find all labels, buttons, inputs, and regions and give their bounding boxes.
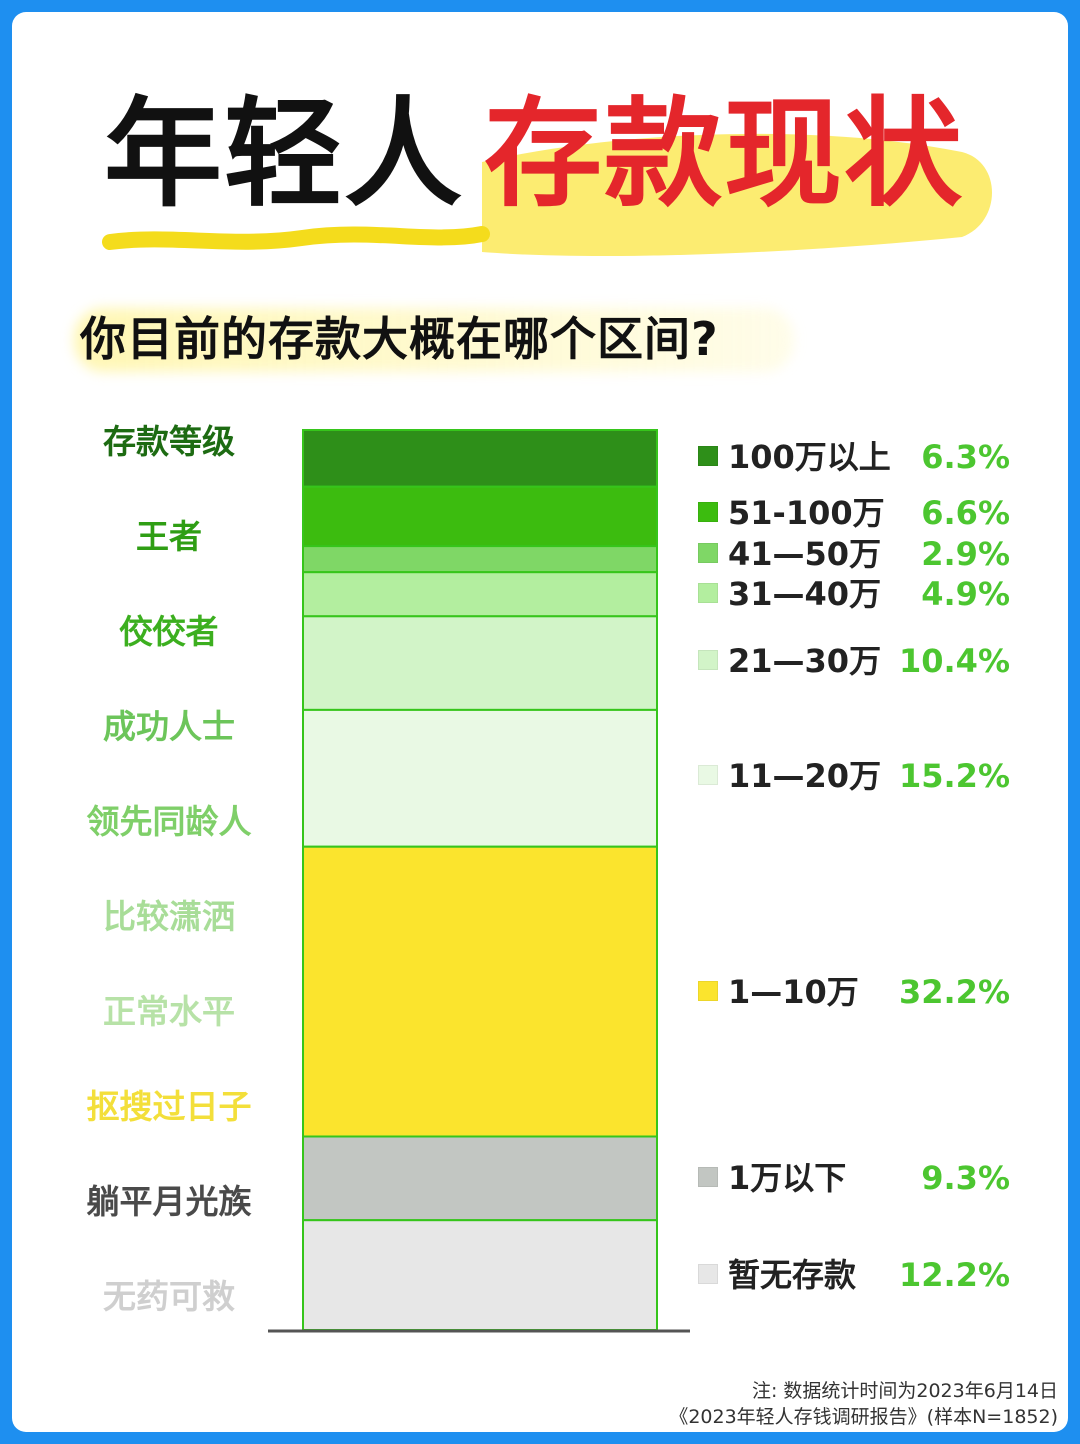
legend-swatch: [698, 543, 718, 563]
legend-item: 暂无存款 12.2%: [698, 1255, 1018, 1295]
bar-segment-9: [302, 1219, 658, 1331]
chart-question: 你目前的存款大概在哪个区间?: [80, 312, 719, 366]
bar-segment-7: [302, 845, 658, 1138]
bar-segment-4: [302, 571, 658, 618]
legend-category: 暂无存款: [728, 1256, 857, 1294]
level-label: 领先同龄人: [86, 802, 252, 841]
level-header: 存款等级: [103, 422, 235, 461]
legend-swatch: [698, 650, 718, 670]
bar-segment-1: [302, 429, 658, 488]
legend-category: 41—50万: [728, 535, 882, 573]
legend-swatch: [698, 1264, 718, 1284]
legend-percent: 12.2%: [898, 1256, 1010, 1294]
legend-category: 100万以上: [728, 438, 891, 476]
legend-percent: 6.6%: [921, 494, 1010, 532]
legend-category: 1—10万: [728, 973, 859, 1011]
legend-item: 100万以上 6.3%: [698, 437, 1018, 477]
legend-category: 1万以下: [728, 1159, 847, 1197]
footnote-source: 《2023年轻人存钱调研报告》(样本N=1852): [669, 1406, 1058, 1428]
level-label: 王者: [136, 517, 202, 556]
legend-percent: 15.2%: [898, 757, 1010, 795]
legend-item: 21—30万 10.4%: [698, 641, 1018, 681]
title-part-red: 存款现状: [484, 85, 965, 223]
level-label: 佼佼者: [119, 612, 219, 651]
legend-item: 41—50万 2.9%: [698, 534, 1018, 574]
level-label: 无药可救: [103, 1277, 235, 1316]
stacked-bar-chart: [268, 429, 690, 1333]
footnote-date: 注: 数据统计时间为2023年6月14日: [751, 1380, 1058, 1402]
legend-percent: 2.9%: [921, 535, 1010, 573]
legend-item: 1—10万 32.2%: [698, 972, 1018, 1012]
level-label: 正常水平: [103, 992, 235, 1031]
legend-item: 11—20万 15.2%: [698, 756, 1018, 796]
bar-segment-3: [302, 545, 658, 574]
legend-category: 31—40万: [728, 575, 882, 613]
level-label: 躺平月光族: [86, 1182, 252, 1221]
bar-segment-6: [302, 708, 658, 848]
legend-category: 21—30万: [728, 642, 882, 680]
legend-swatch: [698, 583, 718, 603]
legend-item: 1万以下 9.3%: [698, 1158, 1018, 1198]
level-label: 抠搜过日子: [86, 1087, 252, 1126]
legend-swatch: [698, 981, 718, 1001]
title-area: 年轻人 存款现状: [12, 12, 1068, 272]
legend-percent: 6.3%: [921, 438, 1010, 476]
bar-segment-5: [302, 615, 658, 711]
infographic-card: 年轻人 存款现状 你目前的存款大概在哪个区间? 存款等级 王者 佼佼者 成功人士…: [12, 12, 1068, 1432]
legend-item: 31—40万 4.9%: [698, 574, 1018, 614]
legend-percent: 10.4%: [898, 642, 1010, 680]
legend-item: 51-100万 6.6%: [698, 493, 1018, 533]
title-highlight: [102, 133, 992, 257]
legend-percent: 32.2%: [898, 973, 1010, 1011]
legend-swatch: [698, 765, 718, 785]
legend-swatch: [698, 1167, 718, 1187]
legend-percent: 9.3%: [921, 1159, 1010, 1197]
level-label: 成功人士: [103, 707, 235, 746]
bar-segment-2: [302, 485, 658, 548]
legend-swatch: [698, 446, 718, 466]
title-part-black: 年轻人: [104, 85, 465, 223]
bar-segment-8: [302, 1135, 658, 1222]
legend-category: 11—20万: [728, 757, 882, 795]
legend-swatch: [698, 502, 718, 522]
level-label: 比较潇洒: [103, 897, 235, 936]
legend-category: 51-100万: [728, 494, 885, 532]
subtitle-highlight: [74, 308, 794, 372]
legend-percent: 4.9%: [921, 575, 1010, 613]
